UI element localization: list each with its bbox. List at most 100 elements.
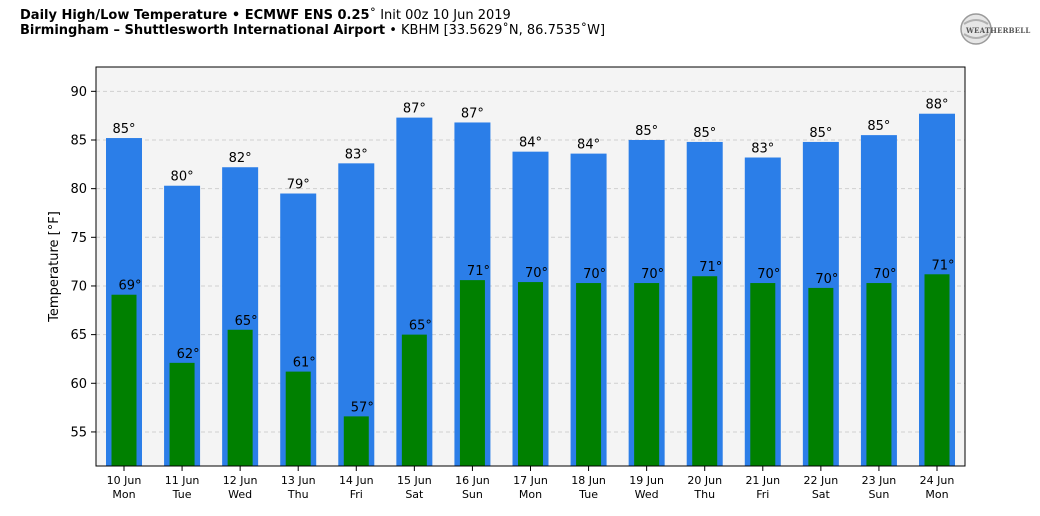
weatherbell-logo: WEATHERBELL [956, 12, 1030, 46]
chart-subtitle-station: • KBHM [33.5629˚N, 86.7535˚W] [385, 23, 606, 38]
data-labels: 85° 80° 82° 79° 83° 87° 87° 84° 84° 85° 85° 83° 85° 8… [112, 98, 954, 416]
x-tick-date: 10 Jun [107, 474, 142, 487]
low-temp-bar [924, 274, 950, 466]
chart-subtitle: Birmingham – Shuttlesworth International… [20, 23, 605, 38]
high-temp-bar [338, 163, 375, 466]
low-temp-bar [808, 287, 834, 466]
low-temp-label: 57° [351, 400, 374, 415]
x-tick-day: Thu [287, 488, 309, 501]
x-tick-date: 18 Jun [571, 474, 606, 487]
y-tick-label: 60 [70, 377, 87, 392]
x-tick-day: Mon [925, 488, 948, 501]
high-temp-label: 85° [112, 122, 135, 137]
high-temp-label: 83° [345, 147, 368, 162]
high-temp-label: 85° [635, 124, 658, 139]
low-temp-bar [518, 282, 543, 466]
chart-subtitle-location: Birmingham – Shuttlesworth International… [20, 23, 386, 38]
x-tick-date: 22 Jun [804, 474, 839, 487]
low-temp-label: 65° [235, 314, 258, 329]
x-tick-date: 24 Jun [920, 474, 955, 487]
x-tick-date: 23 Jun [862, 474, 897, 487]
y-tick-label: 65 [70, 328, 87, 343]
x-tick-day: Fri [350, 488, 363, 501]
low-temp-bar [750, 283, 776, 466]
low-temp-bar [576, 283, 602, 466]
high-temp-label: 85° [867, 119, 890, 134]
y-tick-label: 70 [70, 279, 87, 294]
low-temp-bar [401, 334, 427, 466]
x-tick-date: 20 Jun [687, 474, 722, 487]
x-tick-date: 15 Jun [397, 474, 432, 487]
low-temp-bar [343, 416, 369, 466]
low-temp-bar [634, 283, 660, 466]
high-temp-label: 83° [751, 142, 774, 157]
low-temp-bar [227, 329, 253, 466]
x-tick-day: Wed [635, 488, 659, 501]
low-temp-label: 70° [757, 267, 780, 282]
low-temp-bar [866, 283, 892, 466]
high-temp-label: 85° [809, 126, 832, 141]
low-temp-label: 70° [641, 267, 664, 282]
x-tick-day: Mon [519, 488, 542, 501]
x-tick-date: 11 Jun [165, 474, 200, 487]
low-temp-bar [459, 280, 485, 466]
chart-title-init: Init 00z 10 Jun 2019 [376, 8, 511, 23]
x-tick-day: Tue [578, 488, 598, 501]
x-tick-date: 13 Jun [281, 474, 316, 487]
y-tick-label: 80 [70, 182, 87, 197]
low-temp-label: 69° [119, 279, 142, 294]
bars [106, 113, 955, 467]
high-temp-label: 84° [577, 138, 600, 153]
low-temp-label: 70° [873, 267, 896, 282]
low-temp-label: 71° [699, 260, 722, 275]
chart-title: Daily High/Low Temperature • ECMWF ENS 0… [20, 8, 605, 23]
x-tick-day: Sat [812, 488, 831, 501]
low-temp-label: 70° [815, 272, 838, 287]
low-temp-label: 71° [932, 258, 955, 273]
low-temp-bar [111, 294, 137, 466]
x-tick-day: Sun [462, 488, 483, 501]
high-temp-label: 85° [693, 126, 716, 141]
x-tick-date: 14 Jun [339, 474, 374, 487]
low-temp-label: 71° [467, 264, 490, 279]
chart-title-degree: ˚ [369, 8, 377, 23]
y-axis-label: Temperature [°F] [47, 211, 62, 323]
y-tick-label: 90 [70, 85, 87, 100]
x-tick-date: 21 Jun [745, 474, 780, 487]
high-temp-label: 82° [229, 151, 252, 166]
x-tick-date: 16 Jun [455, 474, 490, 487]
x-tick-date: 12 Jun [223, 474, 258, 487]
logo-text: WEATHERBELL [966, 26, 1031, 35]
y-tick-label: 55 [70, 425, 87, 440]
high-temp-label: 84° [519, 136, 542, 151]
x-tick-date: 17 Jun [513, 474, 548, 487]
chart-title-block: Daily High/Low Temperature • ECMWF ENS 0… [20, 8, 605, 38]
low-temp-label: 61° [293, 356, 316, 371]
x-tick-day: Sat [405, 488, 424, 501]
y-tick-label: 85 [70, 133, 87, 148]
high-temp-label: 79° [287, 178, 310, 193]
x-tick-day: Mon [112, 488, 135, 501]
x-tick-day: Wed [228, 488, 252, 501]
low-temp-label: 70° [525, 266, 548, 281]
low-temp-bar [169, 362, 195, 466]
chart-title-main: Daily High/Low Temperature • ECMWF ENS 0… [20, 8, 370, 23]
high-temp-label: 80° [171, 170, 194, 185]
high-temp-label: 88° [925, 98, 948, 113]
x-tick-day: Fri [756, 488, 769, 501]
y-tick-label: 75 [70, 231, 87, 246]
x-tick-day: Tue [172, 488, 192, 501]
low-temp-bar [692, 276, 718, 466]
low-temp-label: 62° [177, 347, 200, 362]
x-tick-date: 19 Jun [629, 474, 664, 487]
y-axis: 55 60 65 70 75 80 85 90 [70, 85, 96, 440]
low-temp-label: 70° [583, 267, 606, 282]
high-temp-label: 87° [403, 102, 426, 117]
low-temp-label: 65° [409, 319, 432, 334]
high-temp-label: 87° [461, 106, 484, 121]
weatherbell-logo-icon [960, 13, 992, 45]
low-temp-bar [285, 371, 311, 466]
x-tick-day: Sun [868, 488, 889, 501]
